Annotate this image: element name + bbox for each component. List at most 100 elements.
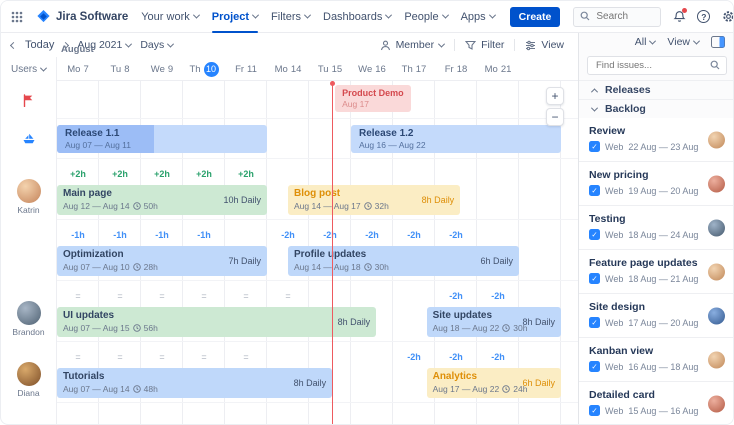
prev-period-icon[interactable] xyxy=(9,41,18,49)
settings-gear-icon[interactable] xyxy=(720,9,733,25)
day-header-we-16: We 16 xyxy=(358,63,386,75)
task-daily-hours: 8h Daily xyxy=(293,378,327,388)
issue-card-detailed-card[interactable]: Detailed card ✓ Web 15 Aug — 16 Aug xyxy=(579,382,733,424)
section-releases[interactable]: Releases xyxy=(579,80,733,99)
task-bar-ui-updates[interactable]: UI updates Aug 07 — Aug 15 56h 8h Daily xyxy=(57,307,377,337)
topnav-item-filters[interactable]: Filters xyxy=(271,1,312,33)
issue-card-new-pricing[interactable]: New pricing ✓ Web 19 Aug — 20 Aug xyxy=(579,162,733,206)
issue-card-review[interactable]: Review ✓ Web 22 Aug — 23 Aug xyxy=(579,118,733,162)
user-avatar[interactable] xyxy=(16,301,41,325)
scale-selector[interactable]: Days xyxy=(140,39,175,51)
task-bar-site-updates[interactable]: Site updates Aug 18 — Aug 22 30h 8h Daily xyxy=(426,307,561,337)
issue-dates: 19 Aug — 20 Aug xyxy=(628,185,699,196)
issue-assignee-avatar[interactable] xyxy=(708,219,725,236)
filter-button[interactable]: Filter xyxy=(465,39,504,51)
sidebar-header: All View xyxy=(579,33,733,51)
today-button[interactable]: Today xyxy=(25,39,55,51)
task-bar-analytics[interactable]: Analytics Aug 17 — Aug 22 24h 6h Daily xyxy=(426,368,561,398)
find-issues-box xyxy=(579,51,733,80)
find-issues-input[interactable] xyxy=(587,56,727,75)
task-bar-tutorials[interactable]: Tutorials Aug 07 — Aug 14 48h 8h Daily xyxy=(57,368,333,398)
issue-dates: 15 Aug — 16 Aug xyxy=(628,405,699,416)
task-estimate: 24h xyxy=(513,384,528,394)
create-button[interactable]: Create xyxy=(509,6,561,27)
day-header-mo-7: Mo 7 xyxy=(67,63,89,75)
issue-title: Testing xyxy=(589,213,626,225)
jira-logo[interactable]: Jira Software xyxy=(36,9,128,24)
task-type-icon: ✓ xyxy=(589,317,600,328)
user-name: Brandon xyxy=(12,327,45,337)
issue-assignee-avatar[interactable] xyxy=(708,307,725,324)
month-label: August xyxy=(61,44,94,55)
view-button[interactable]: View xyxy=(525,39,564,51)
member-selector[interactable]: Member xyxy=(380,39,446,51)
task-bar-main-page[interactable]: Main page Aug 12 — Aug 14 50h 10h Daily xyxy=(57,185,267,215)
help-icon[interactable]: ? xyxy=(697,10,711,23)
clock-icon xyxy=(502,324,510,332)
period-selector[interactable]: Aug 2021 xyxy=(77,39,133,51)
day-header-mo-21: Mo 21 xyxy=(484,63,512,75)
task-bar-optimization[interactable]: Optimization Aug 07 — Aug 10 28h 7h Daily xyxy=(57,246,267,276)
task-daily-hours: 7h Daily xyxy=(228,256,261,266)
today-line xyxy=(330,81,336,424)
section-backlog[interactable]: Backlog xyxy=(579,99,733,118)
task-title: Main page xyxy=(63,188,112,199)
user-cell xyxy=(1,220,56,281)
timeline-main: Today Aug 2021 Days Member Filter xyxy=(1,33,578,424)
issue-card-site-design[interactable]: Site design ✓ Web 17 Aug — 20 Aug xyxy=(579,294,733,338)
issue-assignee-avatar[interactable] xyxy=(708,351,725,368)
issue-assignee-avatar[interactable] xyxy=(708,263,725,280)
task-type-icon: ✓ xyxy=(589,361,600,372)
chevron-down-icon xyxy=(692,37,701,45)
app-switcher-icon[interactable] xyxy=(11,11,23,23)
search-icon xyxy=(580,11,590,21)
zoom-in-button[interactable]: + xyxy=(546,87,564,105)
notifications-bell-icon[interactable] xyxy=(671,7,688,25)
notification-dot xyxy=(682,7,688,13)
search-input[interactable] xyxy=(573,6,662,27)
day-header-we-9: We 9 xyxy=(150,63,174,75)
issue-title: Detailed card xyxy=(589,389,655,401)
topnav-item-dashboards[interactable]: Dashboards xyxy=(323,1,393,33)
topnav-item-project[interactable]: Project xyxy=(211,1,260,33)
panel-toggle-icon[interactable] xyxy=(711,36,725,48)
timeline-board: Users Katrin Brandon Diana August Mo 7 Tu 8 We… xyxy=(1,44,578,424)
issue-card-testing[interactable]: Testing ✓ Web 18 Aug — 24 Aug xyxy=(579,206,733,250)
user-cell-brandon: Brandon xyxy=(1,281,56,342)
panel-view-selector[interactable]: View xyxy=(667,36,701,48)
topnav-right-cluster: ? xyxy=(573,6,733,27)
task-estimate: 30h xyxy=(513,323,528,333)
topnav-item-apps[interactable]: Apps xyxy=(461,1,496,33)
issue-card-feature-page-updates[interactable]: Feature page updates ✓ Web 18 Aug — 21 Aug xyxy=(579,250,733,294)
task-bar-blog-post[interactable]: Blog post Aug 14 — Aug 17 32h 8h Daily xyxy=(288,185,461,215)
task-bar-profile-updates[interactable]: Profile updates Aug 14 — Aug 18 30h 6h Dail… xyxy=(288,246,519,276)
clock-icon xyxy=(363,202,372,210)
user-avatar[interactable] xyxy=(16,362,41,386)
users-column-header[interactable]: Users xyxy=(1,57,56,81)
issue-card-kanban-view[interactable]: Kanban view ✓ Web 16 Aug — 18 Aug xyxy=(579,338,733,382)
zoom-out-button[interactable]: − xyxy=(546,108,564,126)
issue-assignee-avatar[interactable] xyxy=(708,175,725,192)
task-dates: Aug 07 — Aug 10 xyxy=(63,262,130,272)
release-bar-release-1-1[interactable]: Release 1.1 Aug 07 — Aug 11 xyxy=(57,125,267,153)
topnav-item-your-work[interactable]: Your work xyxy=(141,1,200,33)
clock-icon xyxy=(132,202,141,210)
topnav-item-label: Dashboards xyxy=(323,10,383,23)
task-dates: Aug 07 — Aug 14 xyxy=(63,384,130,394)
issue-title: Site design xyxy=(589,301,646,313)
issue-assignee-avatar[interactable] xyxy=(708,131,725,148)
issue-assignee-avatar[interactable] xyxy=(708,395,725,412)
task-dates: Aug 07 — Aug 15 xyxy=(63,323,130,333)
panel-filter-all[interactable]: All xyxy=(635,36,657,48)
release-bar-release-1-2[interactable]: Release 1.2 Aug 16 — Aug 22 xyxy=(351,125,561,153)
chevron-down-icon xyxy=(488,11,496,19)
milestone-card[interactable]: Product Demo Aug 17 xyxy=(335,85,411,112)
task-dates: Aug 14 — Aug 17 xyxy=(294,201,361,211)
user-avatar[interactable] xyxy=(16,179,41,203)
workload-indicator: = xyxy=(243,352,249,362)
topnav-item-label: Filters xyxy=(271,10,301,23)
topnav-item-people[interactable]: People xyxy=(404,1,449,33)
workload-indicator: -2h xyxy=(449,230,463,240)
workload-indicator: = xyxy=(75,352,81,362)
